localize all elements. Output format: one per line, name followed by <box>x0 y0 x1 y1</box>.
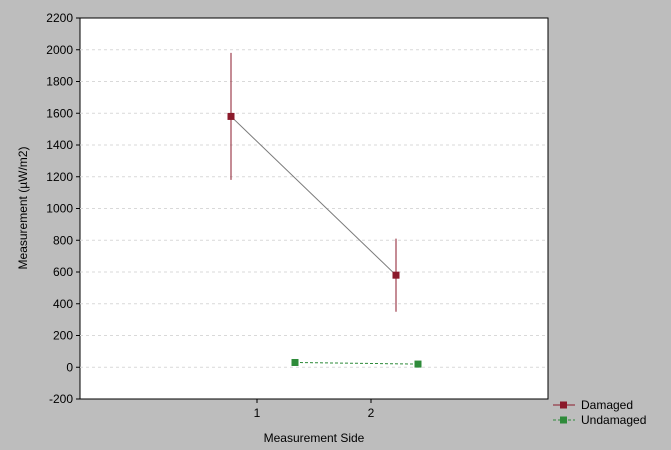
x-axis-label: Measurement Side <box>264 431 365 445</box>
y-tick-label: 1800 <box>46 75 73 89</box>
y-tick-label: 800 <box>53 233 73 247</box>
legend-item-undamaged: Undamaged <box>553 413 646 427</box>
y-tick-label: 600 <box>53 265 73 279</box>
data-point <box>291 358 299 366</box>
y-tick-label: -200 <box>49 392 73 406</box>
y-tick-label: 1200 <box>46 170 73 184</box>
x-tick-label: 1 <box>254 406 261 420</box>
y-tick-label: 2000 <box>46 43 73 57</box>
y-tick-label: 200 <box>53 329 73 343</box>
legend-label: Undamaged <box>581 413 646 427</box>
data-point <box>227 112 235 120</box>
legend-label: Damaged <box>581 398 633 412</box>
series-undamaged <box>291 358 422 368</box>
y-axis-ticks: -200 0 200 400 600 800 1000 1200 1400 1600 1800 200… <box>46 11 80 406</box>
legend-marker <box>560 401 567 409</box>
data-point <box>392 271 400 279</box>
x-tick-label: 2 <box>368 406 375 420</box>
y-axis-label: Measurement (µW/m2) <box>16 147 30 270</box>
grid-lines <box>80 49 548 368</box>
y-tick-label: 0 <box>66 360 73 374</box>
y-tick-label: 1000 <box>46 202 73 216</box>
y-tick-label: 1600 <box>46 106 73 120</box>
data-point <box>414 360 422 368</box>
series-layer <box>227 52 422 368</box>
legend-item-damaged: Damaged <box>553 398 633 412</box>
legend-marker <box>560 416 567 424</box>
series-line <box>294 361 419 365</box>
y-tick-label: 1400 <box>46 138 73 152</box>
series-line <box>230 116 397 276</box>
series-damaged <box>227 52 400 312</box>
y-tick-label: 2200 <box>46 11 73 25</box>
y-tick-label: 400 <box>53 297 73 311</box>
